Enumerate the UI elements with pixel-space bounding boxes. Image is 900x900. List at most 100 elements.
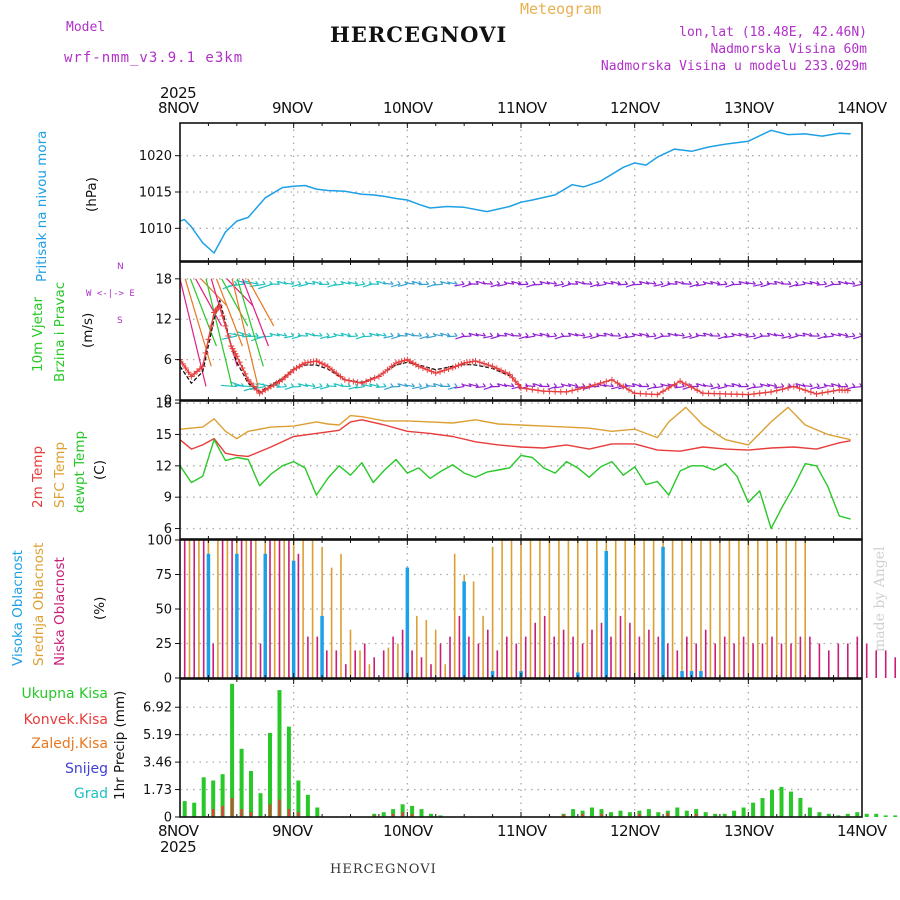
wind-arrow — [639, 333, 650, 337]
wind-arrow — [639, 281, 650, 285]
convective-precip-bar — [600, 813, 603, 817]
wind-arrow-head — [361, 280, 366, 285]
wind-arrow — [390, 283, 401, 288]
y-tick-label: 1015 — [139, 186, 172, 201]
wind-arrow — [689, 283, 699, 288]
wind-arrow — [774, 334, 784, 337]
wind-arrow-head — [546, 383, 550, 387]
low-cloud-bar — [581, 643, 584, 678]
date-top-0: 8NOV — [158, 99, 199, 117]
low-cloud-bar — [629, 622, 631, 678]
sfc-temp-line — [179, 406, 851, 446]
wind-speed-marker — [728, 391, 735, 398]
wind-arrow — [817, 335, 827, 340]
wind-arrow-head — [738, 280, 742, 285]
date-bottom-6: 14NOV — [837, 822, 887, 840]
wind-arrow — [660, 283, 671, 288]
y-tick-label: 18 — [155, 272, 172, 287]
wind-arrow-head — [297, 280, 302, 285]
wind-arrow — [681, 283, 692, 285]
mid-cloud-bar — [501, 540, 503, 678]
total-precip-bar — [874, 813, 879, 817]
wind-speed-marker — [574, 386, 581, 393]
wind-arrow — [561, 383, 571, 388]
wind-speed-marker — [380, 370, 387, 377]
wind-arrow — [724, 335, 735, 339]
wind-arrow — [624, 335, 635, 339]
wind-arrow — [603, 281, 614, 285]
wind-arrow-head — [851, 280, 856, 285]
wind-arrow-head — [539, 332, 543, 337]
wind-arrow — [781, 335, 792, 339]
total-precip-bar — [883, 815, 888, 817]
wind-arrow — [249, 385, 266, 390]
date-top-6: 14NOV — [837, 99, 887, 117]
wind-arrow — [582, 282, 593, 285]
wind-arrow — [717, 335, 728, 340]
low-cloud-bar — [354, 650, 356, 678]
wind-arrow-head — [851, 332, 856, 337]
wind-arrow-head — [795, 383, 799, 387]
wind-arrow-head — [589, 280, 593, 285]
wind-speed-marker — [802, 387, 809, 394]
y-tick-label: 0 — [164, 672, 172, 687]
wind-arrow — [283, 282, 294, 285]
wind-vector — [195, 278, 223, 327]
wind-arrow-head — [745, 332, 749, 337]
high-cloud-bar — [680, 671, 684, 678]
mid-cloud-bar — [188, 540, 191, 678]
wind-arrow — [397, 283, 408, 287]
wind-arrow-head — [553, 280, 557, 285]
wind-arrow — [852, 283, 863, 287]
wind-speed-marker — [529, 386, 536, 393]
panel-frame — [179, 539, 863, 679]
wind-speed-marker — [785, 384, 792, 391]
model-name: wrf-nmm_v3.9.1 e3km — [64, 50, 244, 66]
wind-arrow — [823, 335, 834, 338]
wind-arrow-head — [354, 280, 359, 285]
wind-arrow-head — [787, 332, 792, 337]
convective-precip-bar — [562, 814, 565, 817]
wind-speed-marker — [196, 365, 203, 372]
mid-cloud-bar — [785, 540, 787, 678]
wind-arrow — [760, 283, 770, 288]
total-precip-bar — [713, 813, 718, 817]
total-precip-bar — [419, 809, 424, 817]
wind-arrow — [475, 385, 486, 389]
wind-arrow-head — [248, 332, 252, 337]
wind-arrow — [298, 383, 309, 388]
wind-arrow — [454, 385, 465, 389]
low-cloud-bar — [856, 636, 859, 678]
date-top-4: 12NOV — [610, 99, 660, 117]
mid-cloud-bar — [453, 553, 456, 678]
low-cloud-bar — [477, 643, 480, 678]
mid-cloud-bar — [311, 540, 314, 678]
wind-arrow-head — [787, 280, 792, 285]
wind-arrow — [383, 335, 394, 339]
low-cloud-bar — [591, 629, 593, 678]
total-precip-bar — [599, 809, 604, 817]
wind-arrow — [567, 283, 578, 285]
wind-arrow — [611, 385, 621, 390]
wind-arrow-head — [290, 280, 295, 285]
wind-arrow — [668, 332, 678, 337]
wind-arrow — [752, 385, 763, 389]
wind-arrow-head — [823, 280, 827, 285]
wind-speed-marker — [392, 359, 399, 366]
wind-arrow — [745, 335, 756, 338]
low-cloud-bar — [401, 629, 404, 678]
low-cloud-bar — [420, 657, 423, 678]
mid-cloud-bar — [529, 540, 532, 678]
y-tick-label: 50 — [155, 603, 172, 618]
wind-speed-marker — [455, 362, 462, 369]
wind-arrow-head — [439, 280, 444, 285]
wind-speed-marker — [445, 366, 452, 373]
wind-arrow — [540, 332, 550, 337]
wind-speed-marker — [751, 390, 758, 397]
total-precip-bar — [400, 804, 405, 817]
wind-speed-marker — [552, 388, 559, 395]
low-cloud-bar — [458, 615, 461, 678]
y-tick-label: 6.92 — [143, 701, 172, 716]
mid-cloud-bar — [349, 629, 352, 678]
convective-precip-bar — [391, 813, 395, 817]
